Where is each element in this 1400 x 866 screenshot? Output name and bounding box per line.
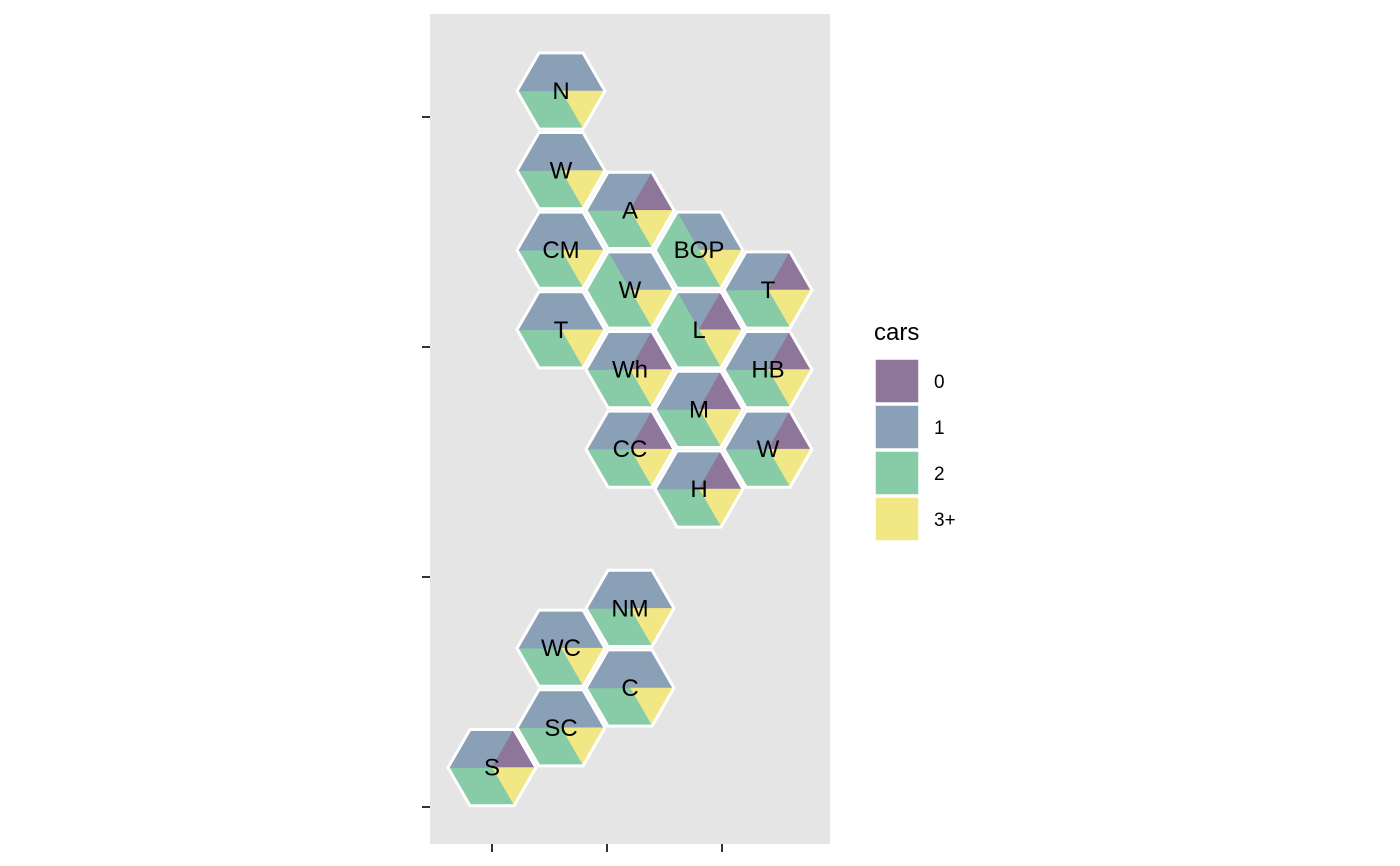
hex-outline	[584, 329, 676, 410]
hex-outline	[515, 608, 607, 688]
hex-tile: C	[584, 648, 676, 728]
hex-tile: SC	[515, 688, 607, 768]
hex-tile: W	[515, 130, 607, 211]
hex-label: N	[552, 78, 569, 105]
hex-label: SC	[544, 715, 577, 742]
hex-outline	[722, 250, 814, 330]
hex-outline	[722, 329, 814, 410]
hex-tile: A	[584, 170, 676, 251]
hex-label: Wh	[612, 357, 648, 384]
hex-tile: Wh	[584, 329, 676, 410]
hex-label: T	[554, 317, 569, 344]
hex-tile: WC	[515, 608, 607, 688]
hex-label: H	[690, 476, 707, 503]
legend-title: cars	[874, 319, 919, 346]
hex-label: W	[550, 158, 573, 185]
hex-tile: T	[722, 250, 814, 330]
hex-tile: T	[515, 290, 607, 370]
legend-label: 3+	[934, 510, 956, 531]
hex-outline	[722, 409, 814, 489]
hex-label: S	[484, 755, 500, 782]
hex-outline	[515, 290, 607, 370]
hex-tiles: N W A CM BOP W T T L Wh HB M CC W H NM WC C SC S	[446, 51, 814, 808]
hex-tile: W	[584, 250, 676, 330]
hex-outline	[584, 409, 676, 489]
hex-label: M	[689, 396, 709, 423]
hex-outline	[653, 369, 745, 450]
hex-label: A	[622, 197, 638, 224]
hex-outline	[584, 170, 676, 251]
hex-outline	[653, 449, 745, 529]
hex-outline	[515, 210, 607, 290]
hex-outline	[584, 648, 676, 728]
hex-label: HB	[751, 357, 784, 384]
hex-tile: M	[653, 369, 745, 450]
legend-label: 2	[934, 464, 945, 485]
hex-tile: HB	[722, 329, 814, 410]
hex-outline	[584, 568, 676, 649]
hex-tile: S	[446, 727, 538, 808]
axes	[422, 116, 723, 852]
hex-label: W	[757, 436, 780, 463]
legend-key	[874, 496, 920, 542]
legend-key	[874, 358, 920, 404]
hex-tile: L	[653, 290, 745, 370]
hex-tile: CM	[515, 210, 607, 290]
hex-label: C	[621, 675, 638, 702]
hex-tile: N	[515, 51, 607, 131]
hex-tile: W	[722, 409, 814, 489]
hex-outline	[653, 210, 745, 290]
hex-outline	[515, 688, 607, 768]
hex-tile: BOP	[653, 210, 745, 290]
hex-label: BOP	[674, 237, 725, 264]
legend-key	[874, 450, 920, 496]
hex-label: L	[692, 317, 705, 344]
hex-outline	[584, 250, 676, 330]
hex-label: CC	[613, 436, 648, 463]
hex-outline	[515, 130, 607, 211]
hex-tile: NM	[584, 568, 676, 649]
hex-label: T	[761, 277, 776, 304]
hex-label: NM	[611, 595, 648, 622]
hex-tile: CC	[584, 409, 676, 489]
hex-tile: H	[653, 449, 745, 529]
hex-outline	[653, 290, 745, 370]
hex-label: WC	[541, 635, 581, 662]
hex-outline	[446, 727, 538, 808]
legend-label: 0	[934, 372, 945, 393]
hex-outline	[515, 51, 607, 131]
hex-label: CM	[542, 237, 579, 264]
legend-label: 1	[934, 418, 945, 439]
legend: cars 0 1 2 3+	[874, 319, 956, 542]
hex-label: W	[619, 277, 642, 304]
legend-key	[874, 404, 920, 450]
